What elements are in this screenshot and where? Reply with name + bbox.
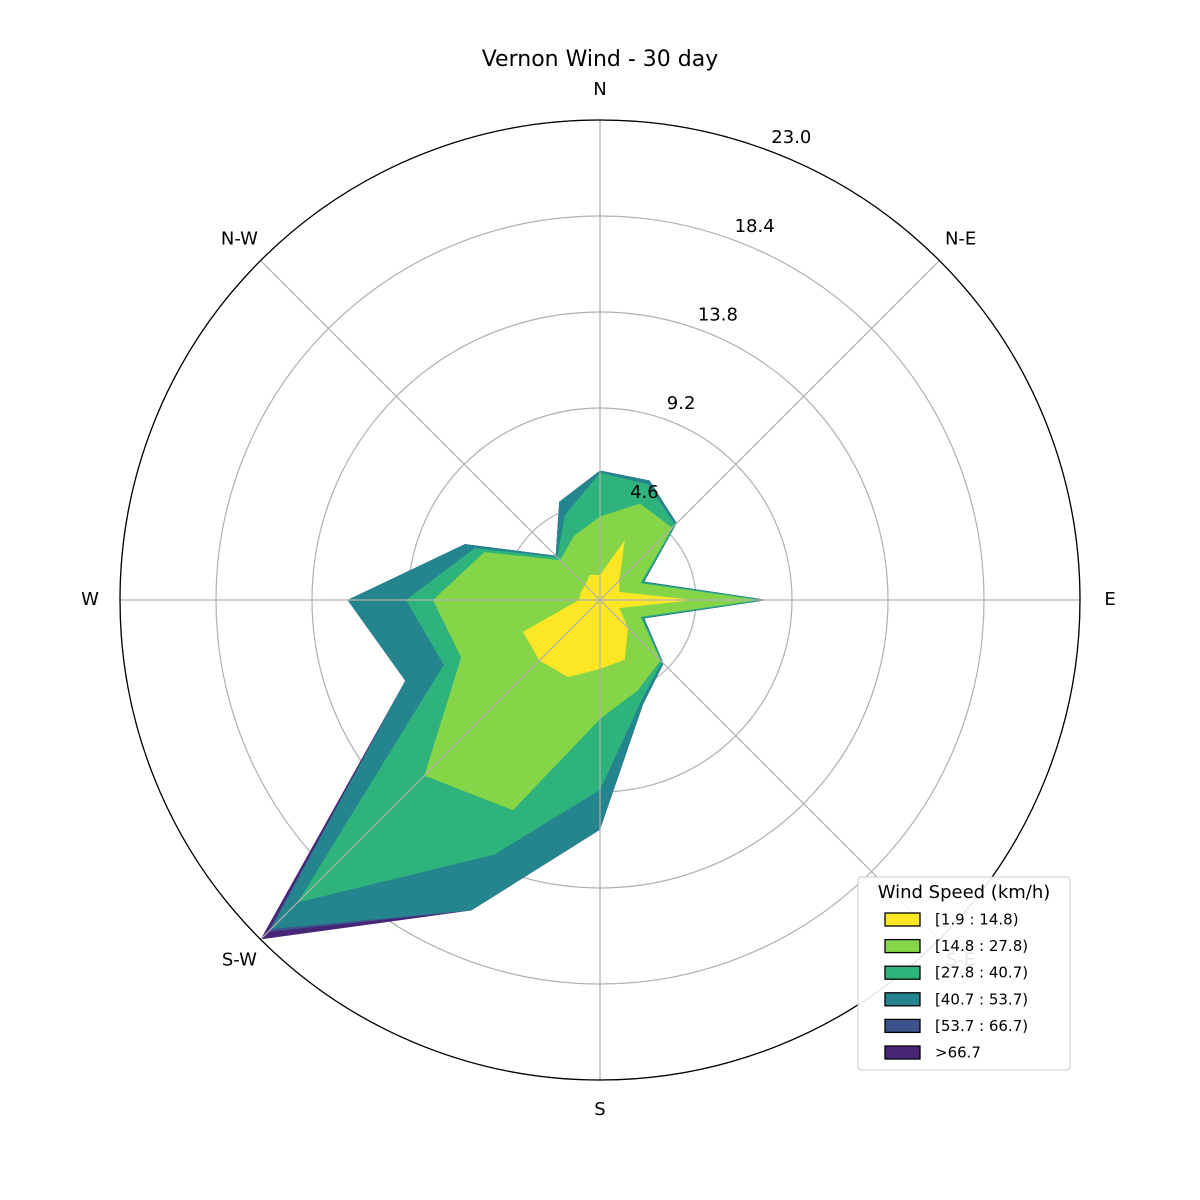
r-tick-label: 13.8 [698,304,738,325]
legend-label: [1.9 : 14.8) [935,911,1019,929]
r-tick-label: 23.0 [771,127,811,148]
legend-swatch [884,965,921,980]
grid-spoke [599,260,940,601]
grid-spoke [260,599,601,940]
legend-swatch [884,1018,921,1034]
direction-label: S-W [222,950,257,971]
direction-label: E [1104,589,1115,610]
legend-swatch [884,1045,921,1060]
direction-label: W [81,589,99,610]
chart-title: Vernon Wind - 30 day [482,47,719,72]
r-tick-label: 9.2 [667,393,696,414]
direction-label: N-E [945,228,976,249]
legend-label: [40.7 : 53.7) [935,990,1028,1008]
direction-label: N [593,79,606,100]
direction-label: S [594,1099,605,1120]
legend-title: Wind Speed (km/h) [878,882,1051,903]
grid-spoke [260,260,601,601]
direction-label: N-W [221,228,258,249]
legend-swatch [884,912,921,927]
legend-label: [53.7 : 66.7) [935,1017,1028,1035]
legend-label: [14.8 : 27.8) [935,937,1028,955]
axis-outline [119,119,1081,1081]
r-tick-label: 4.6 [630,482,659,503]
legend-label: [27.8 : 40.7) [935,964,1028,982]
legend-swatch [884,938,921,954]
legend-label: >66.7 [935,1044,981,1062]
r-tick-label: 18.4 [735,216,775,237]
legend: Wind Speed (km/h) [1.9 : 14.8) [14.8 : 27.… [857,876,1071,1071]
legend-swatch [884,992,921,1007]
